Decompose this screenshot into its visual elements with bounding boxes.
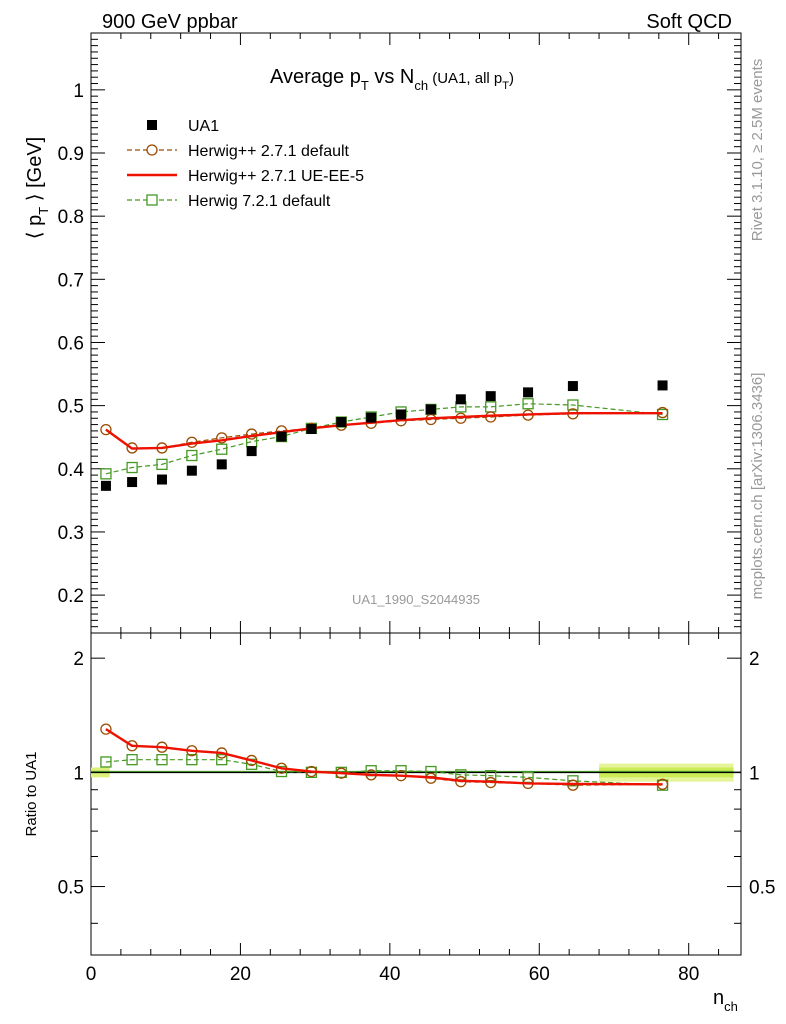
title-main-sub: T [361, 78, 369, 93]
ua1-data-point [100, 480, 111, 491]
y-tick-label: 0.4 [58, 460, 85, 481]
herwig-2-7-1-default-ratio-point [100, 723, 112, 735]
x-tick-label: 0 [86, 964, 97, 985]
herwig-2-7-1-default-point [245, 428, 258, 440]
y-tick-label: 0.5 [58, 397, 84, 418]
x-axis-label: nch [713, 987, 738, 1014]
herwig-7-2-1-default-ratio-point [156, 754, 168, 766]
x-tick-label: 20 [230, 964, 251, 985]
x-tick-label: 60 [529, 964, 550, 985]
x-axis-label-main: n [713, 987, 724, 1009]
herwig-7-2-1-default-ratio-point [275, 765, 288, 778]
x-axis-label-sub: ch [724, 999, 738, 1014]
x-tick-label: 40 [379, 964, 400, 985]
ua1-data-point [523, 387, 534, 398]
ua1-data-point [336, 417, 347, 428]
herwig-7-2-1-default-ratio-point [216, 754, 228, 766]
herwig-7-2-1-default-point [126, 461, 138, 474]
analysis-watermark: UA1_1990_S2044935 [352, 592, 480, 607]
ua1-data-point [567, 381, 578, 392]
legend-marker-herwig-7-2-1-default [146, 194, 158, 206]
herwig-7-2-1-default-ratio-point [100, 756, 112, 768]
y-tick-label: 0.2 [58, 586, 84, 607]
herwig-7-2-1-default-point [216, 443, 228, 455]
title-paren-sub: T [502, 80, 509, 92]
herwig-2-7-1-default-point [216, 432, 228, 444]
herwig-2-7-1-default-ratio-point [567, 779, 579, 791]
ua1-data-point [455, 394, 466, 405]
legend-label: UA1 [188, 118, 219, 135]
herwig-2-7-1-default-ratio-point [245, 754, 258, 767]
legend-label: Herwig 7.2.1 default [188, 193, 331, 210]
legend-marker-herwig-2-7-1-default [146, 144, 158, 156]
ratio-tick-label: 1 [73, 763, 84, 784]
ratio-panel-frame [90, 632, 742, 956]
legend-label: Herwig++ 2.7.1 UE-EE-5 [188, 168, 364, 185]
herwig-7-2-1-default-point [567, 399, 579, 411]
ua1-data-point [156, 474, 167, 485]
herwig-2-7-1-default-line [105, 411, 663, 449]
ua1-data-point [485, 391, 496, 402]
herwig-2-7-1-ue-ee-5-ratio-line [105, 728, 663, 786]
y-tick-label: 0.7 [58, 270, 84, 291]
title-main: Average p [270, 66, 361, 88]
y-axis-label-end: ⟩ [GeV] [24, 137, 46, 207]
plot-title: Average pT vs Nch (UA1, all pT) [270, 66, 514, 93]
herwig-7-2-1-default-ratio-point [567, 775, 579, 787]
legend-marker-ua1 [147, 120, 157, 130]
title-paren: (UA1, all p [428, 70, 502, 87]
herwig-2-7-1-ue-ee-5-line [105, 412, 663, 450]
uncertainty-band-layer [91, 763, 741, 782]
herwig-7-2-1-default-ratio-point [186, 754, 198, 766]
header-category-label: Soft QCD [646, 11, 732, 33]
y-tick-label: 0.6 [58, 333, 84, 354]
x-tick-label: 80 [678, 964, 699, 985]
ua1-data-point [425, 404, 436, 415]
ua1-data-point [246, 446, 257, 457]
ua1-data-point [127, 477, 138, 488]
ratio-tick-label-right: 0.5 [749, 878, 775, 899]
y-tick-label: 1 [73, 81, 84, 102]
rivet-version-label: Rivet 3.1.10, ≥ 2.5M events [749, 59, 766, 242]
title-paren-close: ) [509, 70, 514, 87]
title-vs-sub: ch [414, 78, 428, 93]
herwig-7-2-1-default-point [100, 468, 112, 480]
herwig-7-2-1-default-point [522, 398, 534, 410]
y-tick-label: 0.9 [58, 144, 84, 165]
herwig-2-7-1-default-point [100, 423, 112, 436]
ua1-data-point [186, 465, 197, 476]
y-tick-label: 0.3 [58, 523, 84, 544]
legend-label: Herwig++ 2.7.1 default [188, 143, 350, 160]
mcplots-reference-label: mcplots.cern.ch [arXiv:1306.3436] [749, 373, 766, 600]
ua1-data-point [276, 431, 287, 442]
y-axis-label: ⟨ pT ⟩ [GeV] [24, 137, 51, 240]
ua1-data-point [306, 424, 317, 434]
title-vs: vs N [369, 66, 415, 88]
ua1-data-point [366, 412, 377, 423]
legend: UA1 Herwig++ 2.7.1 default Herwig++ 2.7.1 … [127, 118, 364, 210]
header-energy-label: 900 GeV ppbar [102, 11, 238, 33]
herwig-7-2-1-default-point [186, 449, 198, 462]
ua1-data-point [396, 409, 407, 420]
series-layer [100, 380, 669, 791]
ratio-tick-label-right: 2 [749, 649, 760, 670]
ratio-axis-label: Ratio to UA1 [23, 751, 40, 836]
y-tick-label: 0.8 [58, 207, 84, 228]
y-axis-label-main: ⟨ p [24, 215, 46, 239]
y-axis-label-sub: T [36, 207, 51, 215]
ratio-tick-label: 2 [73, 649, 84, 670]
axes-layer: 0 20 40 60 80 0.2 0.3 0.4 0.5 0.6 0.7 0.8 0.9 1 0.5 0.5… [58, 33, 775, 985]
ratio-tick-label: 0.5 [58, 878, 84, 899]
herwig-2-7-1-default-ratio-line [105, 728, 663, 786]
herwig-7-2-1-default-point [156, 458, 168, 471]
ua1-data-point [657, 380, 668, 391]
herwig-7-2-1-default-ratio-point [126, 754, 138, 766]
ratio-tick-label-right: 1 [749, 763, 760, 784]
ua1-data-point [216, 459, 227, 470]
